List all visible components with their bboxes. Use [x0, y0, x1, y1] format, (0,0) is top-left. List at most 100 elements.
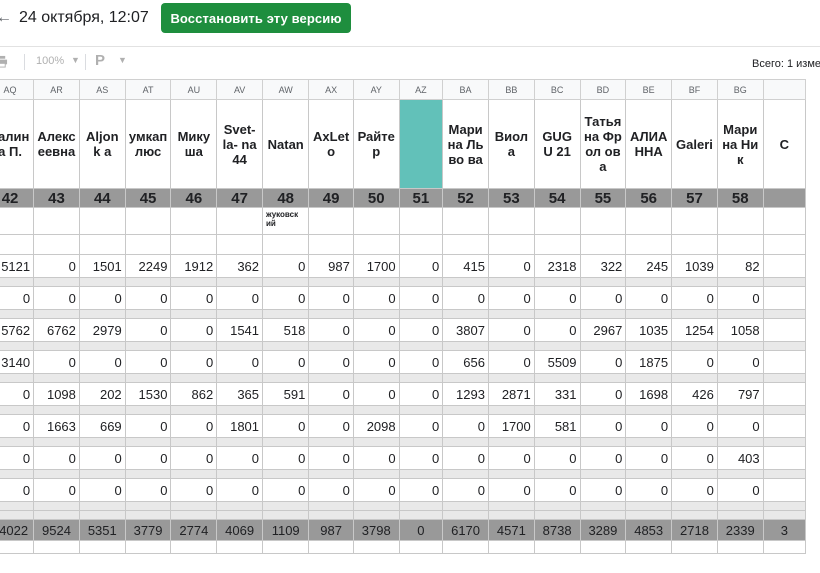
value-cell[interactable]: 202 — [78, 382, 126, 406]
empty-cell[interactable] — [262, 510, 310, 520]
empty-cell[interactable] — [533, 405, 581, 415]
total-cell[interactable]: 4571 — [487, 519, 535, 541]
empty-cell[interactable] — [124, 437, 172, 447]
empty-cell[interactable] — [579, 309, 627, 319]
value-cell[interactable]: 0 — [124, 350, 172, 374]
empty-cell[interactable] — [0, 405, 35, 415]
empty-cell[interactable] — [671, 469, 718, 479]
empty-cell[interactable] — [442, 405, 489, 415]
value-cell[interactable]: 518 — [262, 318, 310, 342]
value-cell[interactable]: 0 — [671, 478, 718, 502]
value-cell[interactable]: 2871 — [487, 382, 535, 406]
empty-cell[interactable] — [671, 277, 718, 287]
empty-cell[interactable] — [170, 540, 218, 554]
column-header[interactable]: AW — [262, 79, 310, 100]
value-cell[interactable]: 331 — [533, 382, 581, 406]
empty-cell[interactable] — [533, 501, 581, 511]
empty-cell[interactable] — [442, 234, 489, 255]
value-cell[interactable]: 0 — [625, 414, 673, 438]
empty-cell[interactable] — [33, 469, 80, 479]
name-cell[interactable]: Natan — [262, 99, 310, 189]
empty-cell[interactable] — [442, 341, 489, 351]
name-cell[interactable]: Галин а П. — [0, 99, 35, 189]
note-cell[interactable] — [442, 207, 489, 235]
empty-cell[interactable] — [33, 510, 80, 520]
empty-cell[interactable] — [262, 405, 310, 415]
empty-cell[interactable] — [0, 373, 35, 383]
empty-cell[interactable] — [579, 510, 627, 520]
value-cell[interactable]: 0 — [0, 414, 35, 438]
value-cell[interactable]: 0 — [398, 254, 444, 278]
value-cell[interactable]: 0 — [579, 382, 627, 406]
empty-cell[interactable] — [352, 234, 400, 255]
value-cell[interactable]: 0 — [216, 478, 264, 502]
value-cell[interactable] — [762, 414, 807, 438]
note-cell[interactable] — [579, 207, 627, 235]
empty-cell[interactable] — [308, 277, 354, 287]
empty-cell[interactable] — [487, 437, 535, 447]
value-cell[interactable]: 322 — [579, 254, 627, 278]
empty-cell[interactable] — [579, 341, 627, 351]
empty-cell[interactable] — [0, 437, 35, 447]
empty-cell[interactable] — [533, 277, 581, 287]
empty-cell[interactable] — [398, 501, 444, 511]
column-header[interactable]: AY — [352, 79, 400, 100]
value-cell[interactable]: 797 — [716, 382, 764, 406]
value-cell[interactable]: 0 — [124, 414, 172, 438]
empty-cell[interactable] — [0, 277, 35, 287]
empty-cell[interactable] — [442, 469, 489, 479]
value-cell[interactable]: 1039 — [671, 254, 718, 278]
value-cell[interactable]: 0 — [671, 350, 718, 374]
value-cell[interactable]: 2249 — [124, 254, 172, 278]
empty-cell[interactable] — [579, 469, 627, 479]
value-cell[interactable]: 0 — [170, 478, 218, 502]
empty-cell[interactable] — [262, 540, 310, 554]
value-cell[interactable]: 0 — [308, 382, 354, 406]
number-cell[interactable]: 45 — [124, 188, 172, 208]
empty-cell[interactable] — [262, 234, 310, 255]
value-cell[interactable]: 0 — [716, 478, 764, 502]
empty-cell[interactable] — [487, 234, 535, 255]
value-cell[interactable]: 0 — [352, 478, 400, 502]
empty-cell[interactable] — [170, 510, 218, 520]
value-cell[interactable]: 0 — [124, 318, 172, 342]
name-cell[interactable]: GUGU 21 — [533, 99, 581, 189]
empty-cell[interactable] — [671, 510, 718, 520]
total-cell[interactable]: 9524 — [33, 519, 80, 541]
empty-cell[interactable] — [716, 437, 764, 447]
value-cell[interactable]: 0 — [533, 478, 581, 502]
empty-cell[interactable] — [352, 277, 400, 287]
empty-cell[interactable] — [124, 277, 172, 287]
total-cell[interactable]: 3779 — [124, 519, 172, 541]
column-header[interactable]: AU — [170, 79, 218, 100]
value-cell[interactable]: 365 — [216, 382, 264, 406]
value-cell[interactable]: 1875 — [625, 350, 673, 374]
empty-cell[interactable] — [671, 540, 718, 554]
empty-cell[interactable] — [170, 469, 218, 479]
empty-cell[interactable] — [762, 234, 807, 255]
empty-cell[interactable] — [352, 437, 400, 447]
chevron-down-icon[interactable]: ▼ — [118, 55, 127, 65]
empty-cell[interactable] — [442, 540, 489, 554]
empty-cell[interactable] — [579, 277, 627, 287]
name-cell[interactable]: АЛИА ННА — [625, 99, 673, 189]
value-cell[interactable]: 0 — [398, 414, 444, 438]
value-cell[interactable]: 0 — [0, 286, 35, 310]
value-cell[interactable]: 0 — [716, 414, 764, 438]
empty-cell[interactable] — [308, 540, 354, 554]
empty-cell[interactable] — [716, 501, 764, 511]
value-cell[interactable]: 3140 — [0, 350, 35, 374]
column-header[interactable]: AT — [124, 79, 172, 100]
number-cell[interactable]: 53 — [487, 188, 535, 208]
empty-cell[interactable] — [533, 341, 581, 351]
value-cell[interactable]: 0 — [533, 286, 581, 310]
value-cell[interactable]: 0 — [308, 318, 354, 342]
column-header[interactable]: AR — [33, 79, 80, 100]
number-cell[interactable]: 52 — [442, 188, 489, 208]
value-cell[interactable]: 0 — [442, 446, 489, 470]
note-cell[interactable] — [671, 207, 718, 235]
empty-cell[interactable] — [716, 540, 764, 554]
number-cell[interactable]: 46 — [170, 188, 218, 208]
value-cell[interactable]: 0 — [671, 446, 718, 470]
value-cell[interactable]: 2979 — [78, 318, 126, 342]
